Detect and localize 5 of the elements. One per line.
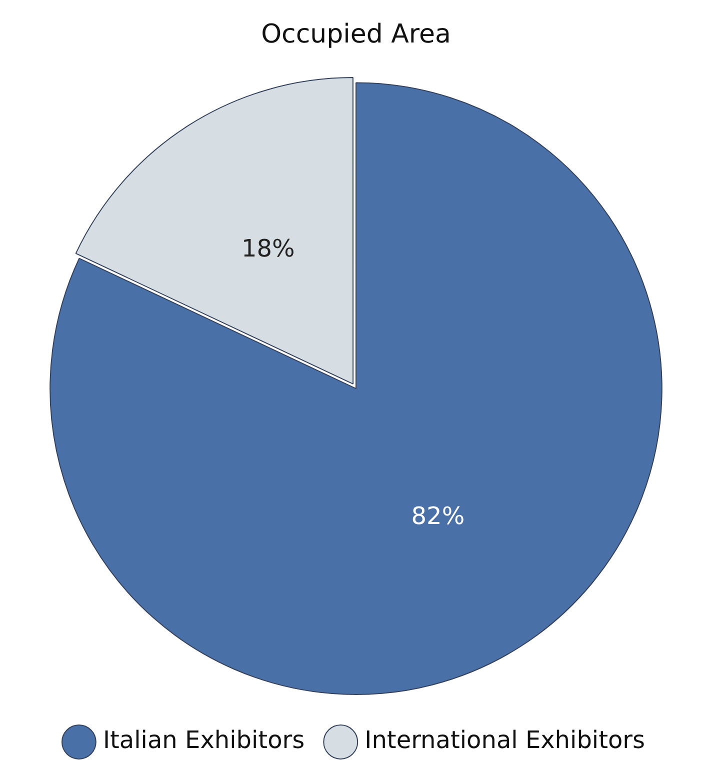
chart-title: Occupied Area [261, 19, 451, 50]
legend-label: International Exhibitors [364, 726, 646, 754]
data-label: 82% [411, 502, 465, 530]
data-label: 18% [241, 234, 295, 262]
legend-label: Italian Exhibitors [102, 726, 305, 754]
